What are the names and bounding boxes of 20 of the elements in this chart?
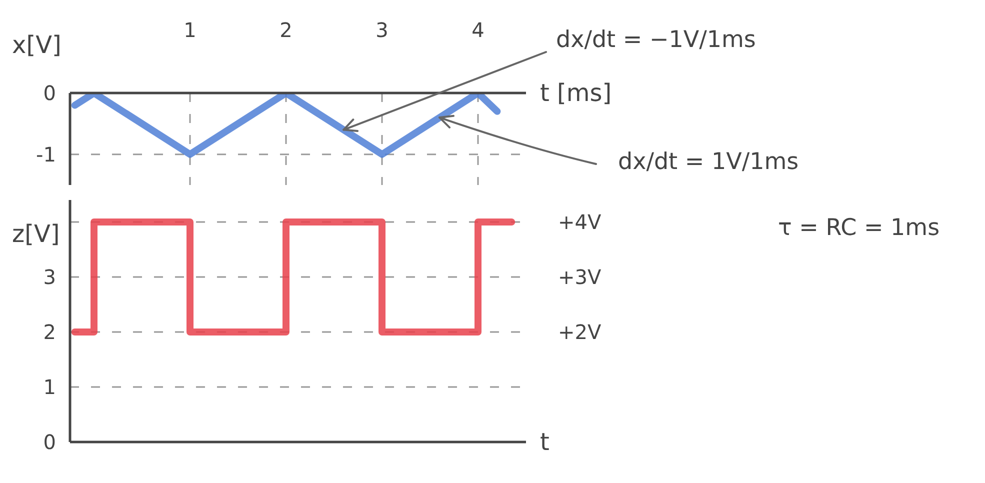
y2-tick-label: +4V <box>558 210 602 234</box>
x-tick-label: 4 <box>472 18 484 42</box>
y-tick-label: 1 <box>43 375 56 400</box>
y-tick-label: 2 <box>43 320 56 344</box>
text: τ = RC = 1ms <box>778 214 940 242</box>
x-axis-title: t <box>540 428 550 456</box>
x-tick-label: 3 <box>376 18 388 42</box>
y2-tick-label: +2V <box>558 320 602 344</box>
x-tick-label: 2 <box>280 18 292 42</box>
y-axis-title: z[V] <box>12 220 60 248</box>
y-tick-label: -1 <box>36 142 56 166</box>
y-tick-label: 3 <box>43 265 56 290</box>
annotation: dx/dt = 1V/1ms <box>618 148 799 176</box>
x-axis-title: t [ms] <box>540 79 612 107</box>
x-tick-label: 1 <box>184 18 196 42</box>
y-tick-label: 0 <box>43 81 56 106</box>
y-tick-label: 0 <box>43 430 56 454</box>
annotation: dx/dt = −1V/1ms <box>556 26 756 54</box>
y2-tick-label: +3V <box>558 265 602 290</box>
y-axis-title: x[V] <box>12 31 62 59</box>
